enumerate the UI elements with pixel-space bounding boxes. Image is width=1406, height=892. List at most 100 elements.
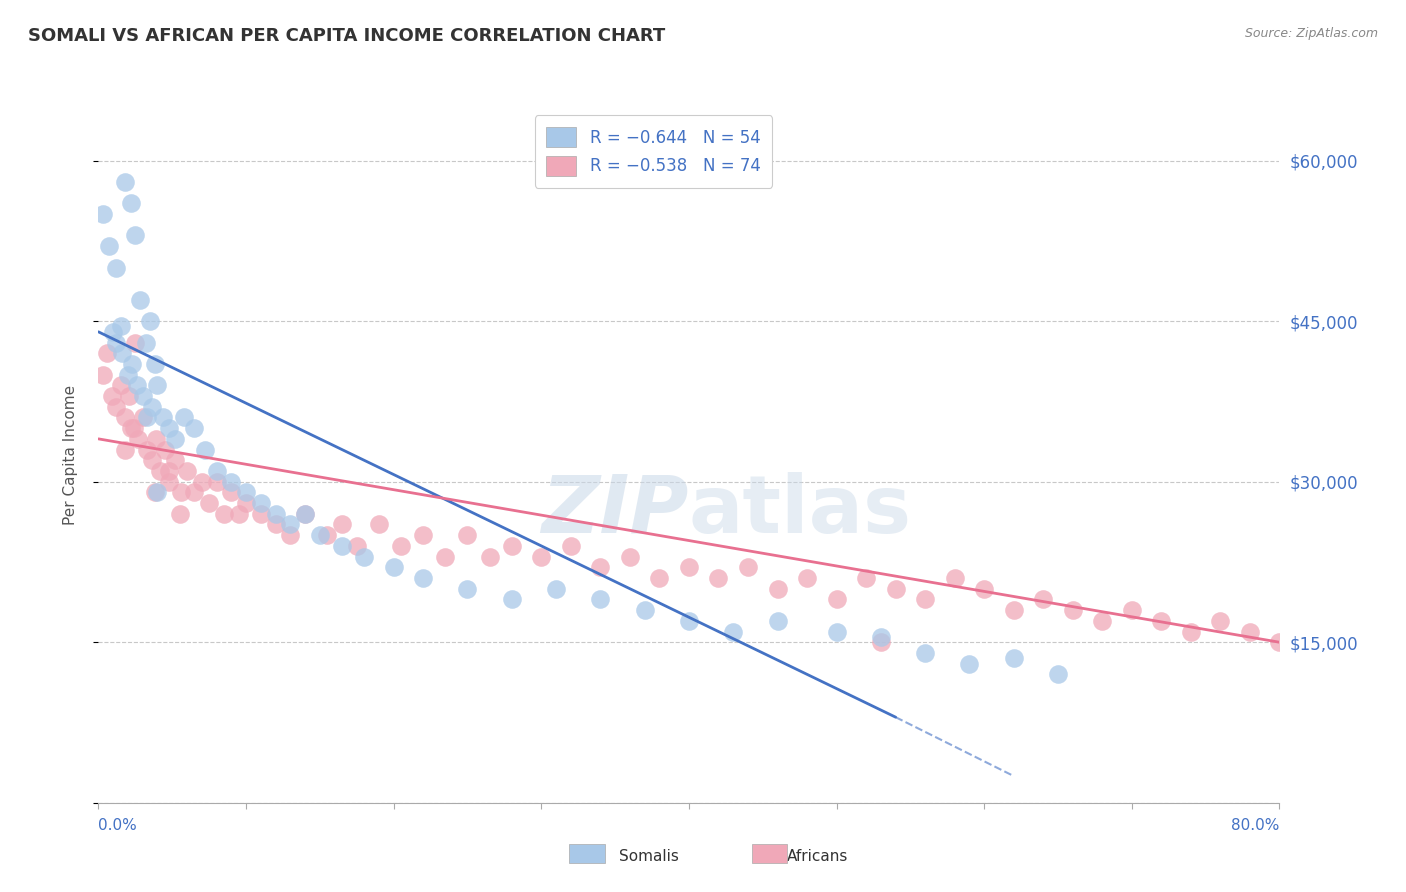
- Point: [141, 400, 163, 414]
- Point: [737, 560, 759, 574]
- Point: [456, 528, 478, 542]
- Text: ZIP: ZIP: [541, 472, 689, 549]
- Point: [176, 464, 198, 478]
- Point: [678, 614, 700, 628]
- Point: [264, 517, 287, 532]
- Point: [103, 325, 125, 339]
- Legend: R = −0.644   N = 54, R = −0.538   N = 74: R = −0.644 N = 54, R = −0.538 N = 74: [534, 115, 772, 187]
- Point: [235, 485, 257, 500]
- Point: [264, 507, 287, 521]
- Point: [1062, 603, 1084, 617]
- Point: [127, 432, 149, 446]
- Point: [1239, 624, 1261, 639]
- Text: atlas: atlas: [689, 472, 912, 549]
- Point: [110, 378, 132, 392]
- Point: [132, 410, 155, 425]
- Point: [973, 582, 995, 596]
- Point: [412, 571, 434, 585]
- Point: [723, 624, 745, 639]
- Point: [157, 421, 180, 435]
- Point: [250, 496, 273, 510]
- Point: [165, 432, 187, 446]
- Point: [157, 475, 180, 489]
- Point: [501, 592, 523, 607]
- Point: [250, 507, 273, 521]
- Point: [183, 421, 205, 435]
- Point: [120, 421, 142, 435]
- Point: [122, 421, 145, 435]
- Point: [456, 582, 478, 596]
- Point: [128, 293, 150, 307]
- Point: [96, 346, 118, 360]
- Point: [219, 485, 242, 500]
- Point: [959, 657, 981, 671]
- Point: [560, 539, 582, 553]
- Point: [105, 260, 128, 275]
- Point: [633, 603, 655, 617]
- Point: [353, 549, 375, 564]
- Point: [278, 517, 302, 532]
- Point: [124, 335, 146, 350]
- Point: [330, 517, 353, 532]
- Point: [205, 464, 228, 478]
- Point: [219, 475, 242, 489]
- Point: [1002, 651, 1025, 665]
- Point: [309, 528, 332, 542]
- Point: [114, 410, 136, 425]
- Point: [1046, 667, 1069, 681]
- Point: [869, 635, 891, 649]
- Point: [1002, 603, 1025, 617]
- Point: [183, 485, 205, 500]
- Text: Somalis: Somalis: [619, 849, 679, 863]
- Point: [136, 410, 159, 425]
- Point: [1150, 614, 1173, 628]
- Point: [1091, 614, 1114, 628]
- Point: [146, 485, 169, 500]
- Point: [125, 378, 148, 392]
- Point: [278, 528, 302, 542]
- Point: [796, 571, 818, 585]
- Point: [91, 207, 114, 221]
- Point: [97, 239, 120, 253]
- Point: [205, 475, 228, 489]
- Point: [869, 630, 891, 644]
- Point: [943, 571, 966, 585]
- Text: 0.0%: 0.0%: [98, 818, 138, 832]
- Point: [153, 442, 176, 457]
- Point: [389, 539, 412, 553]
- Point: [105, 335, 128, 350]
- Point: [330, 539, 353, 553]
- Point: [124, 228, 146, 243]
- Point: [316, 528, 339, 542]
- Point: [139, 314, 162, 328]
- Point: [111, 346, 134, 360]
- Text: 80.0%: 80.0%: [1232, 818, 1279, 832]
- Point: [1209, 614, 1232, 628]
- Point: [191, 475, 214, 489]
- Point: [382, 560, 405, 574]
- Text: Source: ZipAtlas.com: Source: ZipAtlas.com: [1244, 27, 1378, 40]
- Point: [766, 582, 789, 596]
- Point: [235, 496, 257, 510]
- Point: [100, 389, 122, 403]
- Point: [157, 464, 180, 478]
- Point: [914, 646, 936, 660]
- Point: [114, 442, 136, 457]
- Point: [346, 539, 368, 553]
- Point: [198, 496, 221, 510]
- Point: [294, 507, 316, 521]
- Point: [110, 319, 132, 334]
- Text: Africans: Africans: [787, 849, 849, 863]
- Point: [114, 175, 136, 189]
- Point: [619, 549, 641, 564]
- Point: [589, 592, 612, 607]
- Point: [118, 389, 141, 403]
- Point: [766, 614, 789, 628]
- Point: [132, 389, 155, 403]
- Point: [194, 442, 217, 457]
- Point: [212, 507, 235, 521]
- Point: [412, 528, 434, 542]
- Point: [141, 453, 163, 467]
- Point: [530, 549, 553, 564]
- Point: [1268, 635, 1291, 649]
